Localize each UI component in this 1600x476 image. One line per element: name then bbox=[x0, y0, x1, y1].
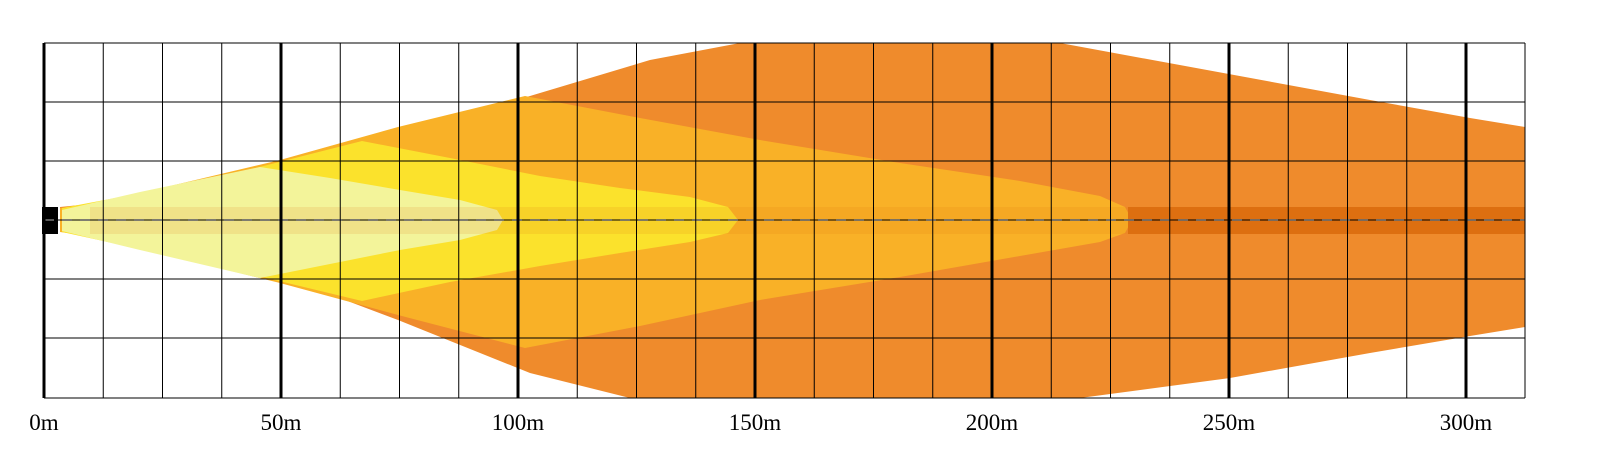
x-axis-ticks: 0m 50m 100m 150m 200m 250m 300m bbox=[29, 410, 1492, 435]
x-tick-label: 300m bbox=[1440, 410, 1493, 435]
x-tick-label: 50m bbox=[261, 410, 302, 435]
grid bbox=[42, 42, 1526, 399]
x-tick-label: 150m bbox=[729, 410, 782, 435]
x-tick-label: 200m bbox=[966, 410, 1019, 435]
x-tick-label: 0m bbox=[29, 410, 59, 435]
x-tick-label: 250m bbox=[1203, 410, 1256, 435]
x-tick-label: 100m bbox=[492, 410, 545, 435]
